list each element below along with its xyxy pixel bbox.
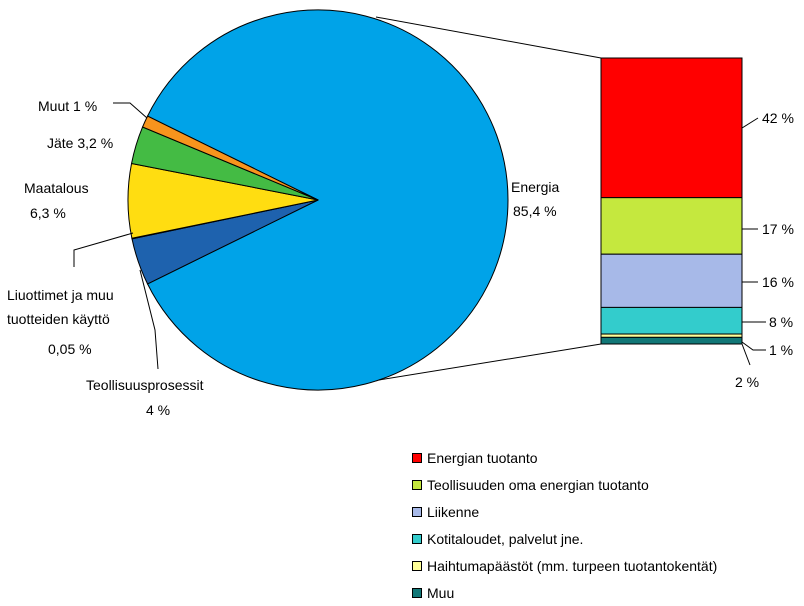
legend-item: Haihtumapäästöt (mm. turpeen tuotantoken… xyxy=(412,552,802,579)
pie-chart xyxy=(127,9,509,391)
bar-segment-kotitaloudet-palvelut-jne xyxy=(600,306,743,335)
legend: Energian tuotanto Teollisuuden oma energ… xyxy=(412,444,802,606)
leader-lines xyxy=(73,102,766,370)
pie-to-bar-connectors xyxy=(375,16,602,381)
legend-item: Liikenne xyxy=(412,498,802,525)
legend-swatch xyxy=(412,452,422,463)
legend-item: Teollisuuden oma energian tuotanto xyxy=(412,471,802,498)
chart-area: Energia 85,4 % Teollisuusprosessit 4 % L… xyxy=(7,9,794,418)
label-energia-value: 85,4 % xyxy=(513,203,557,219)
legend-label: Teollisuuden oma energian tuotanto xyxy=(427,476,649,493)
bar-label-energian-tuotanto: 42 % xyxy=(762,110,794,126)
legend-swatch xyxy=(412,479,422,490)
legend-item: Energian tuotanto xyxy=(412,444,802,471)
legend-swatch xyxy=(412,560,422,571)
legend-item: Kotitaloudet, palvelut jne. xyxy=(412,525,802,552)
legend-label: Kotitaloudet, palvelut jne. xyxy=(427,530,584,547)
leader-bar-haihtuma xyxy=(741,341,766,351)
label-teollisuus-name: Teollisuusprosessit xyxy=(86,377,204,393)
label-maatalous-name: Maatalous xyxy=(24,180,89,196)
label-teollisuus-value: 4 % xyxy=(146,402,170,418)
legend-label: Haihtumapäästöt (mm. turpeen tuotantoken… xyxy=(427,557,718,574)
legend-swatch xyxy=(412,533,422,544)
legend-label: Energian tuotanto xyxy=(427,449,538,466)
label-muut: Muut 1 % xyxy=(38,98,97,114)
bar-segment-energian-tuotanto xyxy=(600,57,743,199)
leader-teollisuus xyxy=(139,269,159,370)
label-liuottimet-line2: tuotteiden käyttö xyxy=(7,311,110,327)
bar-label-muu: 2 % xyxy=(735,374,759,390)
pie-slice-muut xyxy=(141,115,319,201)
bar-label-haihtuma: 1 % xyxy=(769,342,793,358)
bar-label-teollisuuden-energia: 17 % xyxy=(762,221,794,237)
label-jate: Jäte 3,2 % xyxy=(47,135,113,151)
bar-label-kotitaloudet: 8 % xyxy=(769,314,793,330)
pie-slice-energia xyxy=(146,9,509,391)
label-energia-name: Energia xyxy=(511,179,559,195)
leader-bar-energian-tuotanto xyxy=(741,117,759,129)
legend-label: Liikenne xyxy=(427,503,480,520)
leader-bar-muu xyxy=(741,343,751,366)
bar-label-liikenne: 16 % xyxy=(762,274,794,290)
legend-swatch xyxy=(412,587,422,598)
bar-segment-liikenne xyxy=(600,253,743,308)
bar-segment-teollisuuden-oma-energian-tuotanto xyxy=(600,197,743,255)
label-maatalous-value: 6,3 % xyxy=(30,205,66,221)
legend-swatch xyxy=(412,506,422,517)
label-liuottimet-line1: Liuottimet ja muu xyxy=(7,287,114,303)
legend-label: Muu xyxy=(427,584,455,601)
leader-muut xyxy=(113,102,148,119)
stacked-bar xyxy=(600,57,743,345)
label-liuottimet-value: 0,05 % xyxy=(48,341,92,357)
connector-bottom xyxy=(378,343,602,381)
leader-liuottimet xyxy=(73,232,134,267)
connector-top xyxy=(375,16,602,59)
legend-item: Muu xyxy=(412,579,802,606)
bar-segment-muu xyxy=(600,336,743,345)
